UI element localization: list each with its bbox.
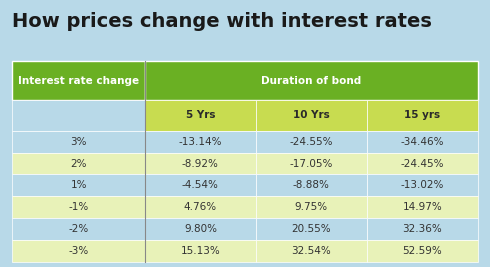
Text: -1%: -1% [69,202,89,212]
Text: 52.59%: 52.59% [402,246,442,256]
Text: 32.36%: 32.36% [402,224,442,234]
Text: 4.76%: 4.76% [184,202,217,212]
Text: 14.97%: 14.97% [402,202,442,212]
Text: Duration of bond: Duration of bond [261,76,362,86]
Text: 9.80%: 9.80% [184,224,217,234]
Text: 20.55%: 20.55% [292,224,331,234]
Text: -17.05%: -17.05% [290,159,333,168]
Text: -34.46%: -34.46% [400,137,444,147]
Text: 5 Yrs: 5 Yrs [186,111,215,120]
Text: 1%: 1% [71,180,87,190]
Text: -13.14%: -13.14% [179,137,222,147]
Text: 15 yrs: 15 yrs [404,111,441,120]
Text: 10 Yrs: 10 Yrs [293,111,330,120]
Text: How prices change with interest rates: How prices change with interest rates [12,12,432,31]
Text: 32.54%: 32.54% [292,246,331,256]
Text: Interest rate change: Interest rate change [18,76,139,86]
Text: -8.92%: -8.92% [182,159,219,168]
Text: 9.75%: 9.75% [295,202,328,212]
Text: -2%: -2% [69,224,89,234]
Text: -24.55%: -24.55% [290,137,333,147]
Text: 3%: 3% [71,137,87,147]
Text: 2%: 2% [71,159,87,168]
Text: 15.13%: 15.13% [180,246,220,256]
Text: -3%: -3% [69,246,89,256]
Text: -13.02%: -13.02% [401,180,444,190]
Text: -8.88%: -8.88% [293,180,330,190]
Text: -24.45%: -24.45% [400,159,444,168]
Text: -4.54%: -4.54% [182,180,219,190]
